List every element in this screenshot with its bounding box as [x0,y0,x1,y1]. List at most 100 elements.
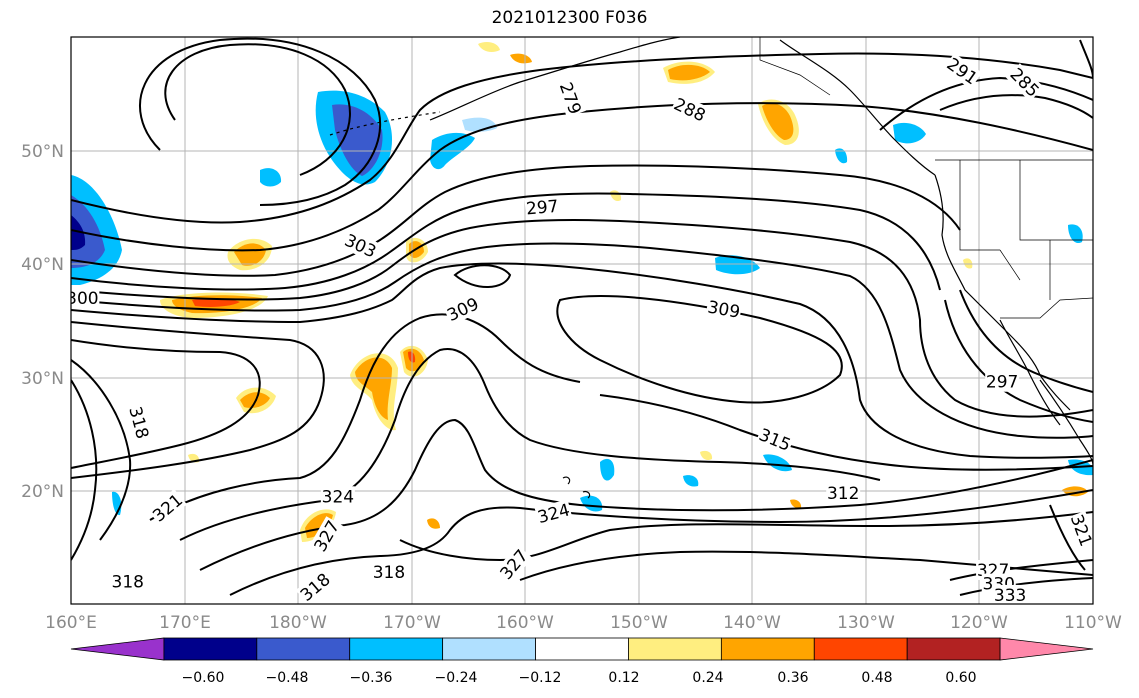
lon-tick-label: 130°W [837,613,895,633]
lon-tick-label: 170°E [159,613,211,633]
political-borders [759,37,1093,319]
shade-negative-region [893,122,926,144]
alaska-coastline [429,37,681,121]
contour-label: 318 [373,563,405,583]
contour-line [453,264,512,288]
contour-label-background [340,229,381,262]
contour-label-background [942,53,983,89]
shade-positive-region [790,499,802,509]
plot-frame [70,36,1094,605]
contour-line [199,418,1093,571]
lon-tick-label: 160°E [45,613,97,633]
shade-negative-region [715,255,760,275]
shade-positive-region [234,243,266,266]
colorbar-tick-label: 0.36 [777,670,808,686]
contour-label-background [320,486,355,507]
contour-label: 324 [322,487,354,507]
colorbar-tick-label: −0.60 [182,670,225,686]
contour-label-background [1066,510,1093,550]
contour-label-background [670,93,710,126]
contour-label-background [309,516,344,556]
lon-tick-label: 180°W [269,613,327,633]
map-title: 2021012300 F036 [491,8,648,28]
contour-line [229,489,1093,596]
contour-label: 300 [66,289,98,309]
contour-line [71,219,1093,418]
contour-label-background [755,423,795,456]
colorbar-tick-label: 0.60 [945,670,976,686]
contour-line [939,94,1093,119]
shade-negative-region [1068,224,1083,244]
contour-label-background [993,584,1028,604]
shade-positive-region [355,357,392,420]
contour-line [139,37,382,206]
lon-tick-label: 150°W [610,613,668,633]
contour-line [879,76,1093,131]
contour-label-background [1005,63,1044,102]
shade-positive-region [762,103,794,140]
shade-negative-region [260,168,282,187]
colorbar-box [720,637,815,661]
contour-label-background [524,195,561,219]
shade-positive-region [192,298,240,307]
contour-line [71,242,1093,439]
contour-line [959,289,1093,393]
contour-line [71,102,1093,252]
lon-tick-label: 170°W [383,613,441,633]
shade-negative-region [600,458,615,481]
hawaii-islands [562,476,591,499]
shade-negative-region [763,454,792,472]
contour-label-background [295,568,335,604]
shade-negative-region [835,148,848,164]
contour-label-background [110,571,145,592]
contour-line [944,299,1093,423]
contour-line [71,359,132,541]
colorbar-tick-label: 0.48 [861,670,892,686]
colorbar-labels: −0.60 −0.48 −0.36 −0.24 −0.12 0.12 0.24 … [182,670,977,686]
contour-line [959,577,1093,596]
contour-label: 333 [994,586,1026,606]
shade-negative-region [580,495,603,512]
lat-tick-label: 30°N [21,369,64,389]
contour-label-background [555,78,586,118]
contour-line [71,52,1093,224]
contour-line [556,295,843,404]
contour-label-background [125,403,154,442]
contour-label: 297 [525,197,559,220]
colorbar-box [442,637,536,661]
contour-line [71,379,98,561]
colorbar-extend-max [999,637,1094,661]
shade-positive-region [478,42,500,52]
alaska-canada-border [759,37,831,96]
lon-axis: 160°E 170°E 180°W 170°W 160°W 150°W 140°… [45,613,1122,633]
contour-line [71,339,261,469]
contour-label-background [443,292,483,326]
colorbar-box [256,637,351,661]
contour-line [164,43,351,176]
colorbar-box [628,637,722,661]
shade-negative-region [71,195,105,268]
shade-positive-region [963,258,973,269]
contour-label-background [985,371,1020,392]
colorbar-tick-label: −0.24 [435,670,478,686]
shade-positive-region [668,64,710,81]
alaska-panhandle-coast [779,39,936,176]
colorbar-box [535,637,629,661]
contour-line [71,321,325,479]
contour-label-background [71,287,100,308]
colorbar-tick-label: 0.24 [692,670,723,686]
contour-line [149,313,581,521]
contour-label-background [495,544,533,584]
aleutian-islands [329,111,441,136]
colorbar-tick-label: 0.12 [608,670,639,686]
contour-label-background [148,489,187,527]
lon-tick-label: 160°W [496,613,554,633]
contour-label-background [826,482,861,503]
shade-positive-region [510,53,532,64]
colorbar-tick-label: −0.12 [519,670,562,686]
contours [71,37,1093,596]
lon-tick-label: 140°W [723,613,781,633]
contour-label-background [371,562,406,583]
